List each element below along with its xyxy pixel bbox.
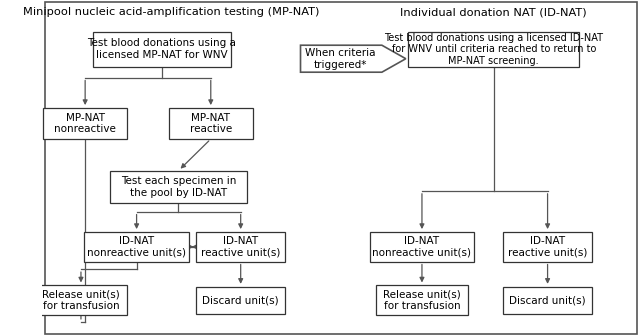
Text: Release unit(s)
for transfusion: Release unit(s) for transfusion — [42, 289, 120, 311]
FancyBboxPatch shape — [196, 232, 285, 262]
FancyBboxPatch shape — [408, 32, 579, 67]
FancyBboxPatch shape — [45, 2, 637, 334]
FancyBboxPatch shape — [503, 287, 592, 314]
FancyBboxPatch shape — [110, 171, 247, 203]
Text: Release unit(s)
for transfusion: Release unit(s) for transfusion — [383, 289, 461, 311]
Text: Discard unit(s): Discard unit(s) — [203, 295, 279, 305]
Text: MP-NAT
nonreactive: MP-NAT nonreactive — [54, 113, 116, 134]
Text: ID-NAT
nonreactive unit(s): ID-NAT nonreactive unit(s) — [372, 236, 471, 258]
Text: Test blood donations using a
licensed MP-NAT for WNV: Test blood donations using a licensed MP… — [87, 38, 236, 60]
Text: ID-NAT
reactive unit(s): ID-NAT reactive unit(s) — [508, 236, 587, 258]
Text: Individual donation NAT (ID-NAT): Individual donation NAT (ID-NAT) — [401, 7, 587, 17]
FancyBboxPatch shape — [196, 287, 285, 314]
FancyBboxPatch shape — [93, 32, 231, 67]
FancyBboxPatch shape — [376, 285, 469, 315]
Text: Minipool nucleic acid-amplification testing (MP-NAT): Minipool nucleic acid-amplification test… — [22, 7, 319, 17]
FancyBboxPatch shape — [503, 232, 592, 262]
Text: When criteria
triggered*: When criteria triggered* — [304, 48, 375, 70]
Text: Test each specimen in
the pool by ID-NAT: Test each specimen in the pool by ID-NAT — [121, 176, 236, 198]
Text: Discard unit(s): Discard unit(s) — [509, 295, 586, 305]
Text: Test blood donations using a licensed ID-NAT
for WNV until criteria reached to r: Test blood donations using a licensed ID… — [384, 33, 603, 66]
Polygon shape — [301, 45, 406, 72]
Text: MP-NAT
reactive: MP-NAT reactive — [190, 113, 232, 134]
FancyBboxPatch shape — [370, 232, 474, 262]
FancyBboxPatch shape — [169, 108, 253, 139]
Text: ID-NAT
nonreactive unit(s): ID-NAT nonreactive unit(s) — [87, 236, 186, 258]
FancyBboxPatch shape — [35, 285, 128, 315]
FancyBboxPatch shape — [84, 232, 189, 262]
FancyBboxPatch shape — [44, 108, 127, 139]
Text: ID-NAT
reactive unit(s): ID-NAT reactive unit(s) — [201, 236, 280, 258]
